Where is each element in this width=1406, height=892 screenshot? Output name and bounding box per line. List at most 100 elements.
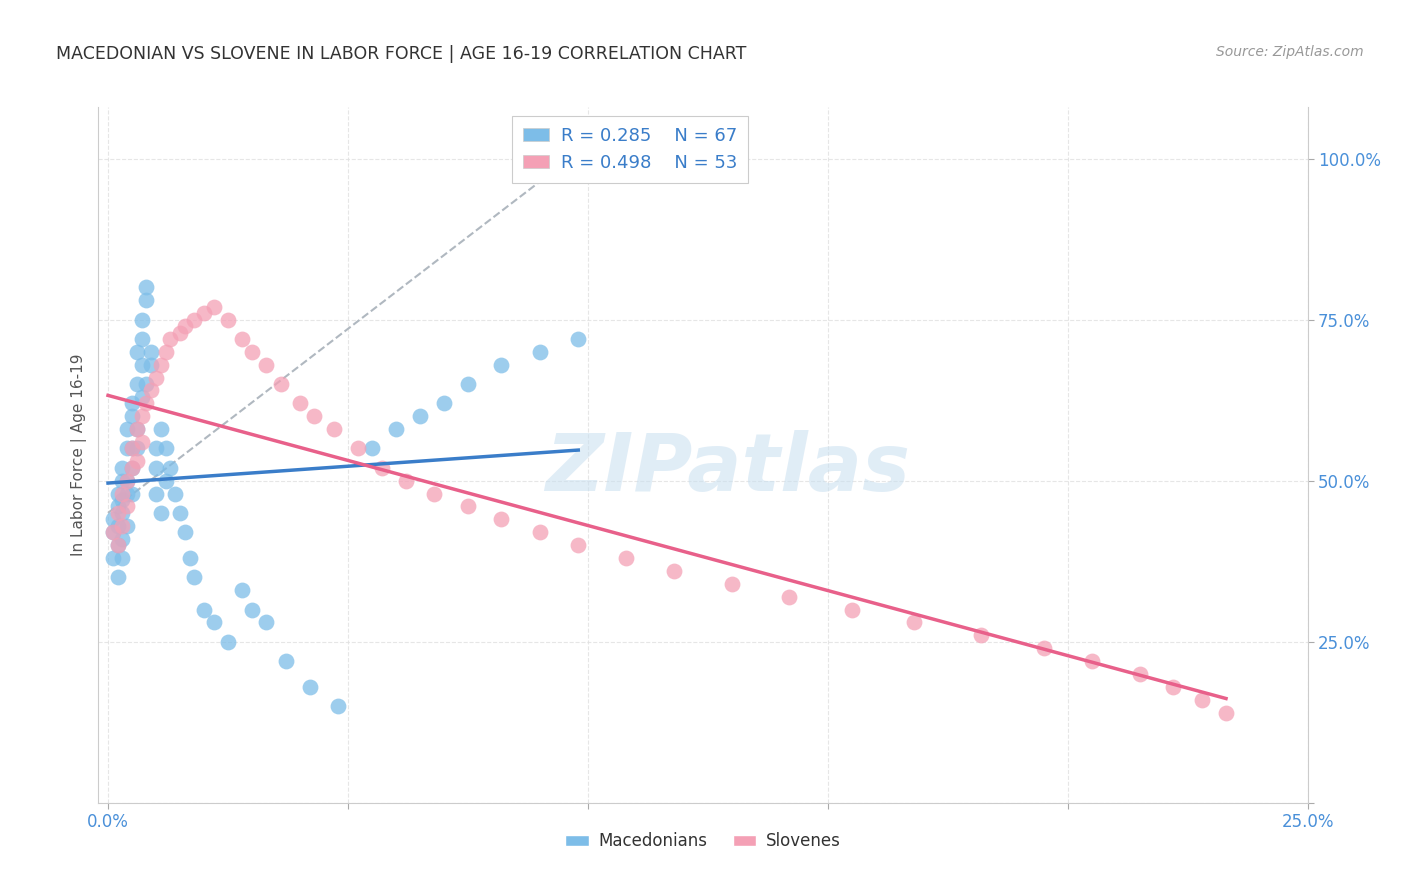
Point: [614, 551, 637, 566]
Point: [361, 442, 384, 456]
Point: [145, 486, 167, 500]
Point: [169, 506, 191, 520]
Point: [121, 442, 143, 456]
Point: [370, 460, 392, 475]
Point: [149, 422, 172, 436]
Point: [346, 442, 368, 456]
Point: [125, 422, 148, 436]
Point: [131, 312, 153, 326]
Point: [457, 377, 479, 392]
Point: [254, 615, 277, 630]
Point: [159, 460, 181, 475]
Point: [433, 396, 456, 410]
Point: [841, 602, 863, 616]
Point: [778, 590, 800, 604]
Point: [183, 312, 205, 326]
Point: [231, 332, 253, 346]
Point: [107, 518, 129, 533]
Point: [107, 486, 129, 500]
Point: [107, 570, 129, 584]
Point: [529, 525, 551, 540]
Point: [720, 576, 742, 591]
Point: [135, 396, 157, 410]
Point: [121, 460, 143, 475]
Point: [304, 409, 326, 424]
Point: [179, 551, 201, 566]
Legend: Macedonians, Slovenes: Macedonians, Slovenes: [558, 826, 848, 857]
Point: [423, 486, 446, 500]
Point: [131, 358, 153, 372]
Point: [1129, 667, 1152, 681]
Point: [111, 506, 134, 520]
Point: [111, 493, 134, 508]
Point: [165, 486, 187, 500]
Point: [1215, 706, 1237, 720]
Point: [491, 512, 513, 526]
Point: [115, 442, 138, 456]
Point: [125, 344, 148, 359]
Point: [217, 312, 239, 326]
Point: [111, 474, 134, 488]
Point: [173, 525, 195, 540]
Point: [115, 422, 138, 436]
Point: [149, 358, 172, 372]
Point: [107, 500, 129, 514]
Point: [567, 332, 589, 346]
Point: [240, 602, 263, 616]
Point: [111, 551, 134, 566]
Point: [141, 384, 163, 398]
Point: [1161, 680, 1184, 694]
Point: [1032, 641, 1054, 656]
Point: [121, 460, 143, 475]
Point: [125, 442, 148, 456]
Point: [970, 628, 993, 642]
Point: [111, 532, 134, 546]
Point: [141, 344, 163, 359]
Point: [298, 680, 321, 694]
Y-axis label: In Labor Force | Age 16-19: In Labor Force | Age 16-19: [72, 353, 87, 557]
Point: [111, 486, 134, 500]
Point: [115, 474, 138, 488]
Point: [107, 538, 129, 552]
Point: [202, 300, 225, 314]
Point: [155, 442, 177, 456]
Point: [101, 525, 124, 540]
Point: [111, 518, 134, 533]
Point: [193, 602, 215, 616]
Point: [491, 358, 513, 372]
Point: [131, 390, 153, 404]
Point: [135, 293, 157, 308]
Point: [903, 615, 925, 630]
Point: [183, 570, 205, 584]
Point: [145, 442, 167, 456]
Point: [135, 280, 157, 294]
Point: [101, 525, 124, 540]
Point: [169, 326, 191, 340]
Point: [121, 486, 143, 500]
Point: [121, 396, 143, 410]
Point: [149, 506, 172, 520]
Point: [1080, 654, 1102, 668]
Point: [115, 474, 138, 488]
Point: [394, 474, 416, 488]
Point: [529, 344, 551, 359]
Point: [101, 551, 124, 566]
Point: [101, 512, 124, 526]
Point: [1191, 692, 1213, 706]
Point: [135, 377, 157, 392]
Point: [107, 506, 129, 520]
Point: [202, 615, 225, 630]
Point: [115, 518, 138, 533]
Point: [409, 409, 432, 424]
Point: [131, 332, 153, 346]
Point: [231, 583, 253, 598]
Point: [567, 538, 589, 552]
Point: [254, 358, 277, 372]
Point: [141, 358, 163, 372]
Point: [121, 409, 143, 424]
Point: [193, 306, 215, 320]
Point: [125, 454, 148, 468]
Point: [131, 435, 153, 450]
Text: ZIPatlas: ZIPatlas: [544, 430, 910, 508]
Point: [145, 370, 167, 384]
